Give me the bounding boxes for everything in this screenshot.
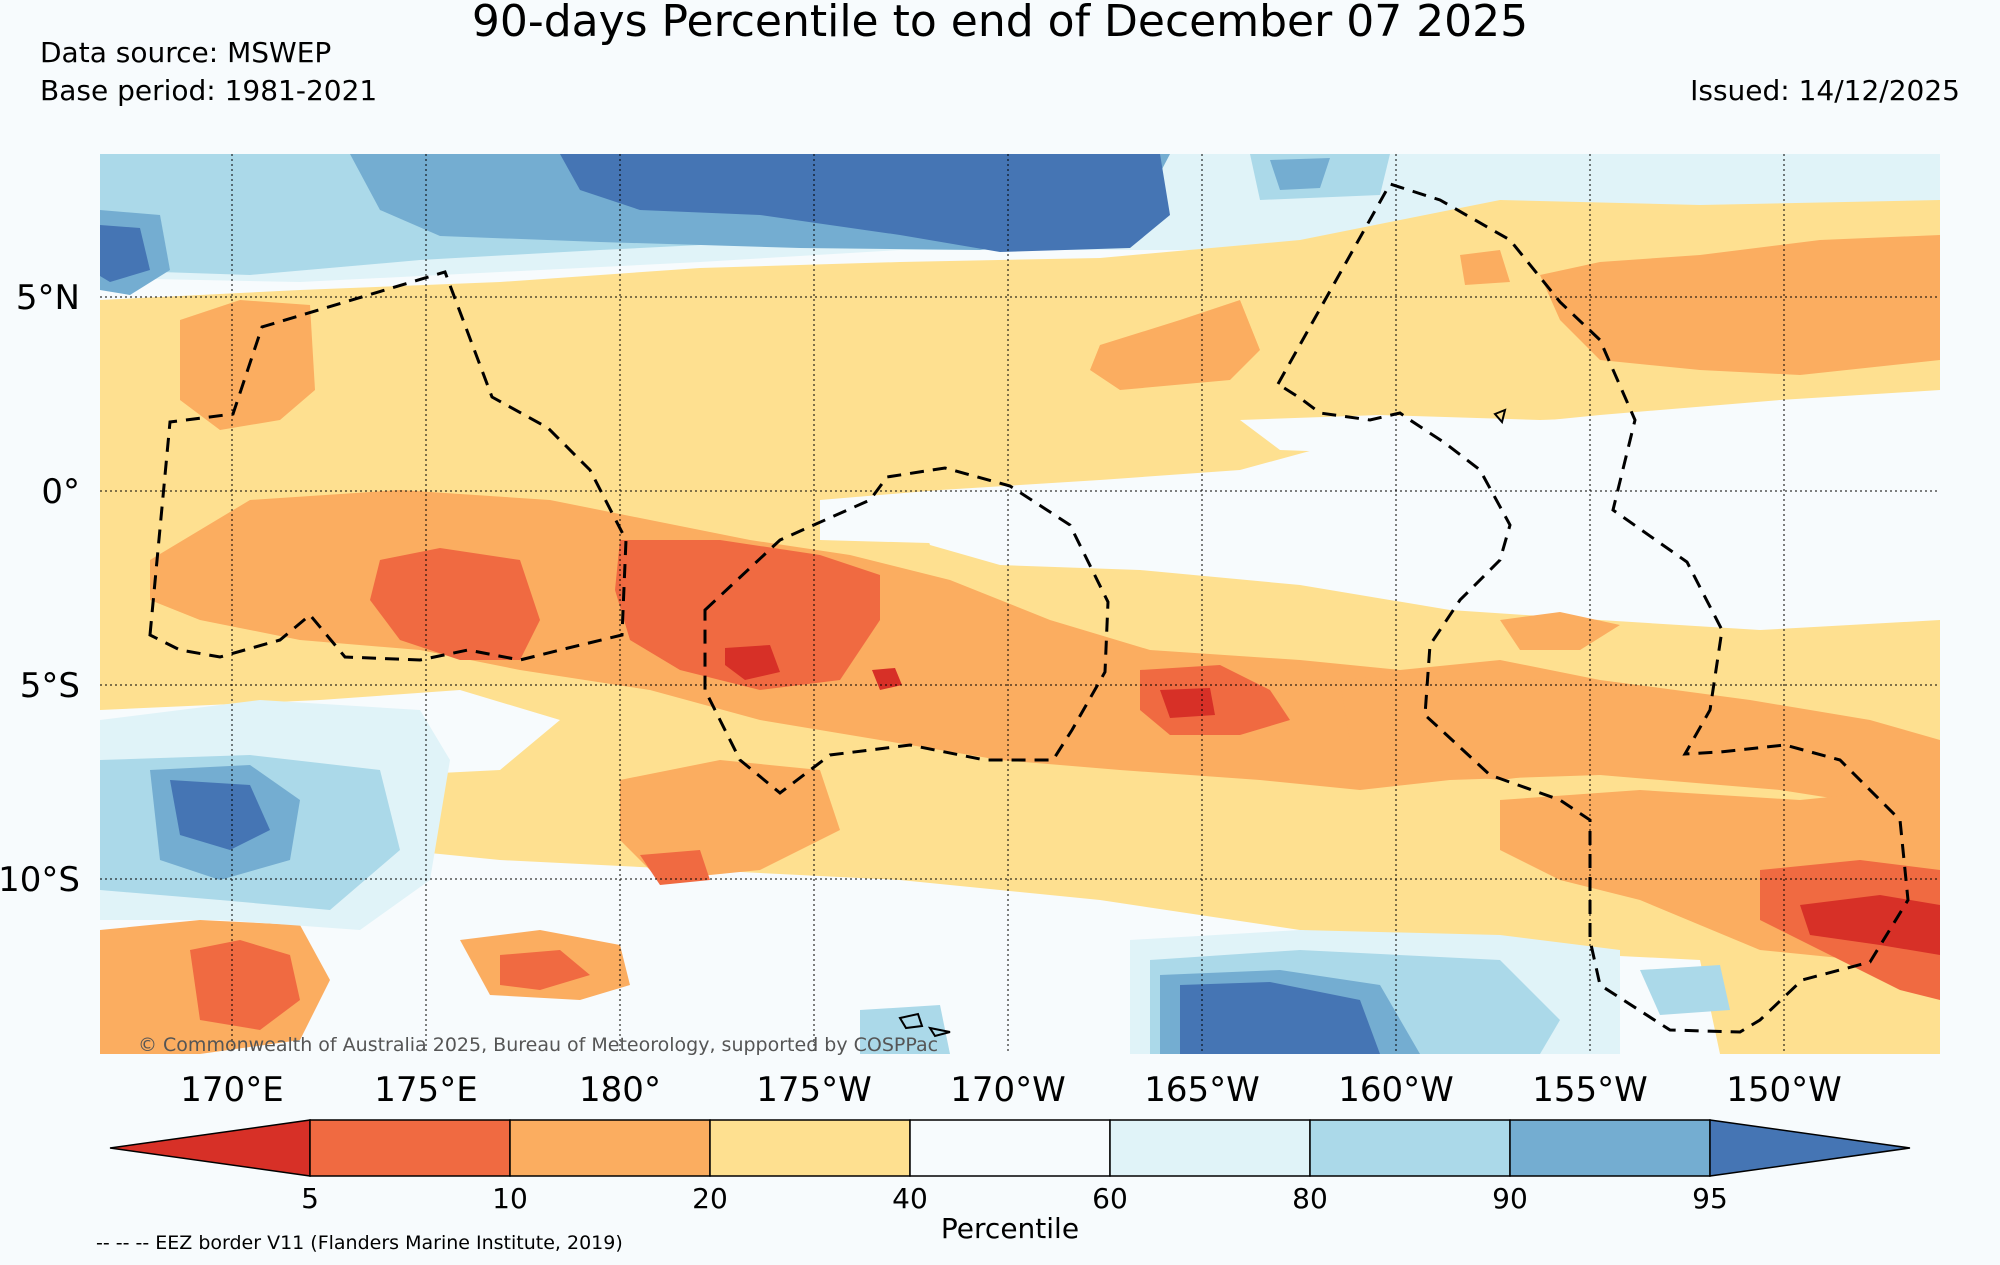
lat-label: 5°S [20, 666, 80, 706]
colorbar-segment [1309, 1119, 1511, 1177]
lon-label: 160°W [1338, 1070, 1454, 1110]
data-source-label: Data source: MSWEP [40, 36, 332, 69]
colorbar-segment [509, 1119, 711, 1177]
eez-footnote: -- -- -- EEZ border V11 (Flanders Marine… [96, 1232, 623, 1254]
lon-label: 155°W [1532, 1070, 1648, 1110]
copyright-text: © Commonwealth of Australia 2025, Bureau… [138, 1034, 938, 1056]
colorbar-extend-low [109, 1119, 311, 1177]
colorbar-tick: 40 [892, 1182, 928, 1215]
colorbar-segment [1109, 1119, 1311, 1177]
colorbar-tick: 10 [492, 1182, 528, 1215]
lon-label: 175°E [374, 1070, 477, 1110]
lon-label: 150°W [1726, 1070, 1842, 1110]
colorbar-segment [309, 1119, 511, 1177]
lat-label: 10°S [0, 860, 80, 900]
issued-date-label: Issued: 14/12/2025 [1690, 74, 1960, 107]
lat-label: 0° [41, 472, 80, 512]
lat-label: 5°N [16, 278, 80, 318]
colorbar [109, 1119, 1911, 1177]
colorbar-tick: 80 [1292, 1182, 1328, 1215]
colorbar-segment [1509, 1119, 1711, 1177]
lon-label: 180° [579, 1070, 661, 1110]
colorbar-tick: 95 [1692, 1182, 1728, 1215]
colorbar-tick: 20 [692, 1182, 728, 1215]
colorbar-segment [709, 1119, 911, 1177]
colorbar-tick: 5 [301, 1182, 319, 1215]
colorbar-tick: 60 [1092, 1182, 1128, 1215]
lon-label: 170°E [180, 1070, 283, 1110]
chart-title: 90-days Percentile to end of December 07… [471, 0, 1529, 47]
eez-border [148, 182, 1910, 1034]
colorbar-extend-high [1709, 1119, 1911, 1177]
map-field [100, 154, 1940, 1054]
map-gridlines [100, 154, 1940, 1054]
lon-label: 175°W [756, 1070, 872, 1110]
colorbar-label: Percentile [941, 1212, 1079, 1245]
colorbar-segment [909, 1119, 1111, 1177]
colorbar-tick: 90 [1492, 1182, 1528, 1215]
lon-label: 165°W [1144, 1070, 1260, 1110]
lon-label: 170°W [950, 1070, 1066, 1110]
base-period-label: Base period: 1981-2021 [40, 74, 378, 107]
